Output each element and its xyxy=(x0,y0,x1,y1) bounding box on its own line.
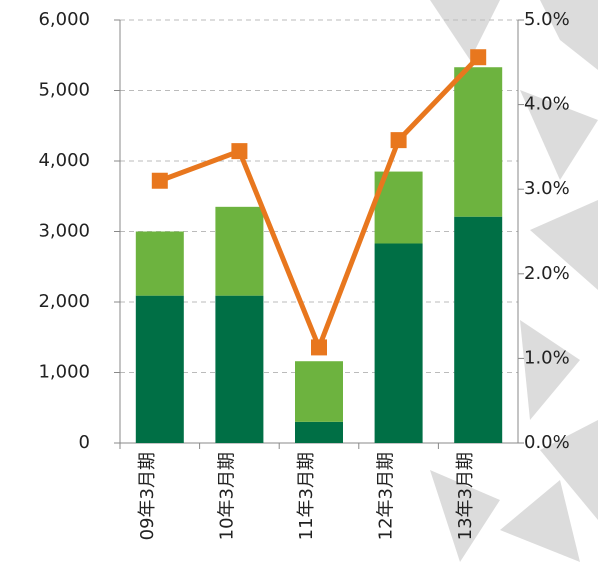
bar xyxy=(135,295,184,443)
y2-tick-label: 4.0% xyxy=(524,94,570,115)
y-tick-label: 0 xyxy=(79,432,90,453)
x-tick-label: 10年3月期 xyxy=(216,452,237,540)
x-tick-label: 09年3月期 xyxy=(137,452,158,540)
y-tick-label: 3,000 xyxy=(38,221,90,242)
y2-tick-label: 3.0% xyxy=(524,178,570,199)
line xyxy=(158,55,481,355)
bar xyxy=(215,295,264,443)
line-marker xyxy=(311,339,327,356)
x-tick-label: 12年3月期 xyxy=(376,452,397,540)
y2-tick-label: 5.0% xyxy=(524,9,570,30)
y-tick-label: 6,000 xyxy=(38,9,90,30)
y-tick-label: 5,000 xyxy=(38,80,90,101)
bar xyxy=(215,206,264,296)
bar xyxy=(295,421,343,443)
x-tick-label: 13年3月期 xyxy=(455,452,476,540)
y-tick-label: 4,000 xyxy=(38,150,90,171)
bar xyxy=(295,361,343,422)
y2-tick-label: 0.0% xyxy=(524,432,570,453)
y2-tick-label: 1.0% xyxy=(524,347,570,368)
y2-tick-label: 2.0% xyxy=(524,263,570,284)
line-marker xyxy=(390,132,407,149)
x-tick-label: 11年3月期 xyxy=(296,452,317,540)
y-tick-label: 1,000 xyxy=(38,362,90,383)
line-marker xyxy=(231,143,248,160)
line-marker xyxy=(151,172,168,189)
background-pattern xyxy=(430,0,598,562)
bar xyxy=(454,67,503,217)
bar xyxy=(135,231,184,296)
line-marker xyxy=(470,49,487,66)
y-tick-label: 2,000 xyxy=(38,291,90,312)
bar xyxy=(374,243,423,443)
bar xyxy=(454,216,503,443)
